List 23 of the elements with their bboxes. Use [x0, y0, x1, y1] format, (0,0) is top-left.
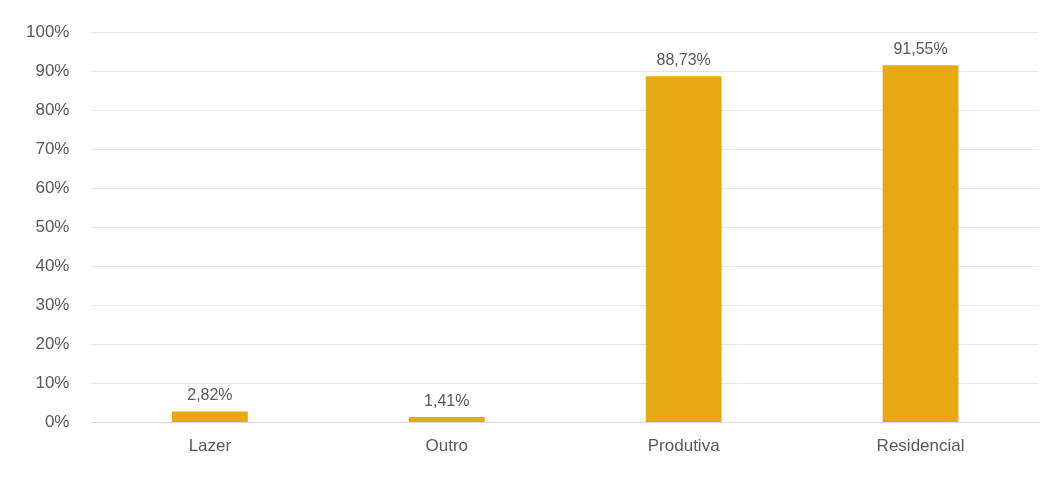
bar — [645, 76, 722, 423]
y-tick-label: 50% — [35, 217, 70, 237]
x-tick-label: Outro — [425, 436, 469, 456]
y-tick-label: 0% — [44, 412, 70, 432]
y-tick-label: 60% — [35, 178, 70, 198]
y-tick-label: 100% — [26, 21, 70, 41]
data-label: 1,41% — [424, 391, 470, 409]
bar — [882, 65, 959, 423]
x-tick-label: Produtiva — [647, 436, 721, 456]
data-label: 2,82% — [187, 386, 233, 403]
x-tick-label: Lazer — [188, 436, 232, 456]
y-tick-label: 40% — [35, 256, 70, 276]
y-tick-label: 90% — [35, 60, 70, 80]
y-tick-label: 10% — [35, 373, 70, 393]
bar — [408, 417, 485, 423]
y-tick-label: 80% — [35, 99, 70, 119]
data-label: 91,55% — [893, 39, 948, 57]
y-tick-label: 70% — [35, 139, 70, 159]
x-tick-label: Residencial — [876, 436, 965, 456]
data-label: 88,73% — [656, 50, 711, 68]
y-tick-label: 20% — [35, 334, 70, 354]
bar — [172, 411, 248, 423]
y-tick-label: 30% — [35, 295, 70, 315]
